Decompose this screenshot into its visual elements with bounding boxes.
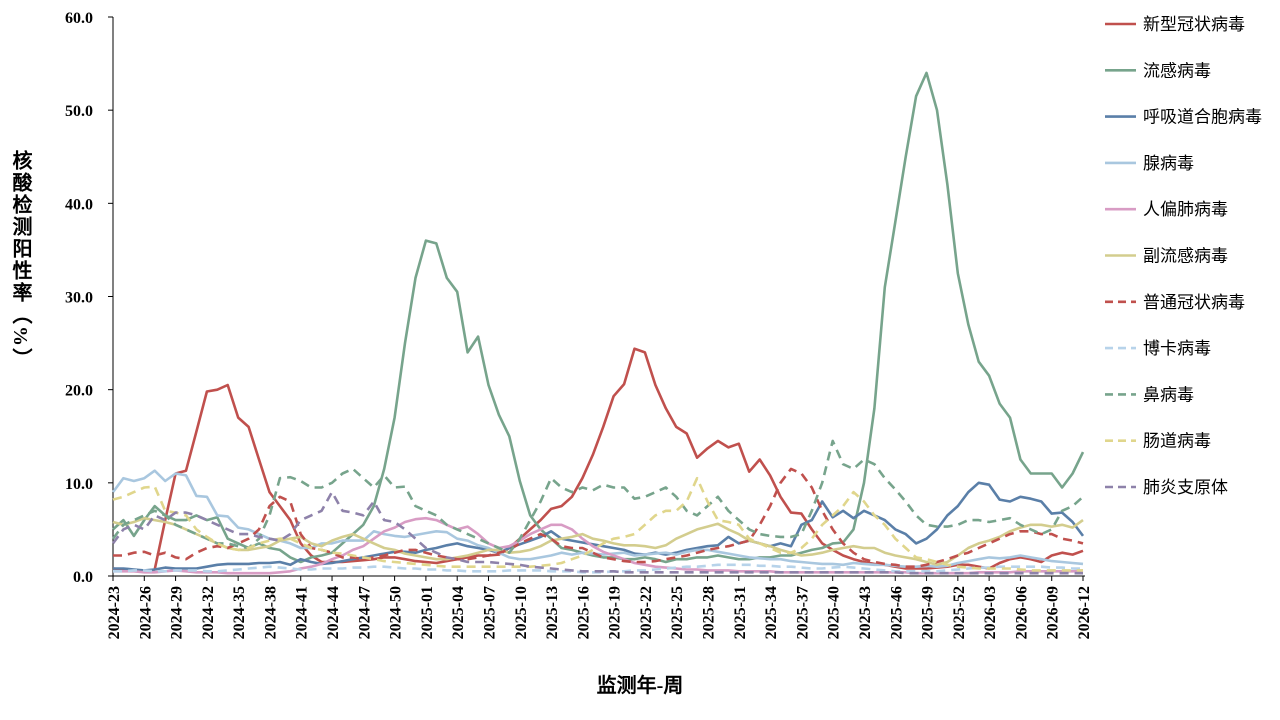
y-tick-label: 0.0 xyxy=(73,569,93,586)
x-tick-label: 2025-28 xyxy=(701,586,718,639)
x-tick-label: 2025-46 xyxy=(888,586,905,639)
y-tick-label: 30.0 xyxy=(65,290,93,307)
series-line xyxy=(113,467,1084,568)
legend-label: 鼻病毒 xyxy=(1143,385,1194,404)
x-tick-label: 2025-31 xyxy=(732,586,749,639)
y-tick-label: 20.0 xyxy=(65,383,93,400)
x-tick-label: 2025-43 xyxy=(857,586,874,639)
y-tick-label: 60.0 xyxy=(65,10,93,27)
series-line xyxy=(112,476,1083,572)
legend-label: 呼吸道合胞病毒 xyxy=(1143,108,1262,127)
x-tick-label: 2024-35 xyxy=(231,586,248,639)
legend-label: 副流感病毒 xyxy=(1143,247,1228,266)
series-line xyxy=(111,439,1084,554)
y-tick-label: 40.0 xyxy=(65,196,93,213)
x-tick-label: 2024-23 xyxy=(106,586,123,639)
series-line xyxy=(111,469,1084,568)
legend-label: 新型冠状病毒 xyxy=(1143,15,1245,34)
x-tick-label: 2025-52 xyxy=(951,586,968,639)
x-tick-label: 2025-07 xyxy=(481,586,498,639)
x-tick-label: 2025-40 xyxy=(826,586,843,639)
x-tick-label: 2025-10 xyxy=(513,586,530,639)
x-tick-label: 2024-44 xyxy=(325,586,342,639)
legend-label: 人偏肺病毒 xyxy=(1143,200,1228,219)
x-tick-label: 2025-04 xyxy=(450,586,467,639)
x-tick-label: 2025-49 xyxy=(920,586,937,639)
x-tick-label: 2024-41 xyxy=(294,586,311,639)
x-tick-label: 2025-01 xyxy=(419,586,436,639)
legend-label: 肺炎支原体 xyxy=(1143,478,1228,497)
series-line xyxy=(112,516,1084,567)
y-tick-label: 50.0 xyxy=(65,103,93,120)
x-axis-label: 监测年-周 xyxy=(597,673,684,697)
x-tick-label: 2024-29 xyxy=(169,586,186,639)
x-tick-label: 2024-50 xyxy=(388,586,405,639)
x-tick-label: 2025-34 xyxy=(763,586,780,639)
y-tick-label: 10.0 xyxy=(65,476,93,493)
x-tick-label: 2025-22 xyxy=(638,586,655,639)
x-tick-label: 2026-03 xyxy=(982,586,999,639)
series-line xyxy=(111,490,1083,575)
series-line xyxy=(113,516,1084,575)
x-tick-label: 2024-26 xyxy=(137,586,154,639)
x-tick-label: 2025-25 xyxy=(669,586,686,639)
x-tick-label: 2024-38 xyxy=(262,586,279,639)
x-tick-label: 2026-12 xyxy=(1076,586,1093,639)
x-tick-label: 2026-09 xyxy=(1045,586,1062,639)
legend-label: 博卡病毒 xyxy=(1143,339,1211,358)
legend-label: 肠道病毒 xyxy=(1143,432,1211,451)
x-tick-label: 2025-19 xyxy=(607,586,624,639)
x-tick-label: 2026-06 xyxy=(1013,586,1030,639)
legend-label: 流感病毒 xyxy=(1143,61,1211,80)
legend-label: 普通冠状病毒 xyxy=(1143,293,1245,312)
x-tick-label: 2025-16 xyxy=(575,586,592,639)
x-tick-label: 2025-13 xyxy=(544,586,561,639)
legend-label: 腺病毒 xyxy=(1143,154,1194,173)
x-tick-label: 2024-47 xyxy=(356,586,373,639)
x-tick-label: 2025-37 xyxy=(794,586,811,639)
y-axis-label: 核酸检测阳性率（%） xyxy=(9,149,32,370)
x-tick-label: 2024-32 xyxy=(200,586,217,639)
